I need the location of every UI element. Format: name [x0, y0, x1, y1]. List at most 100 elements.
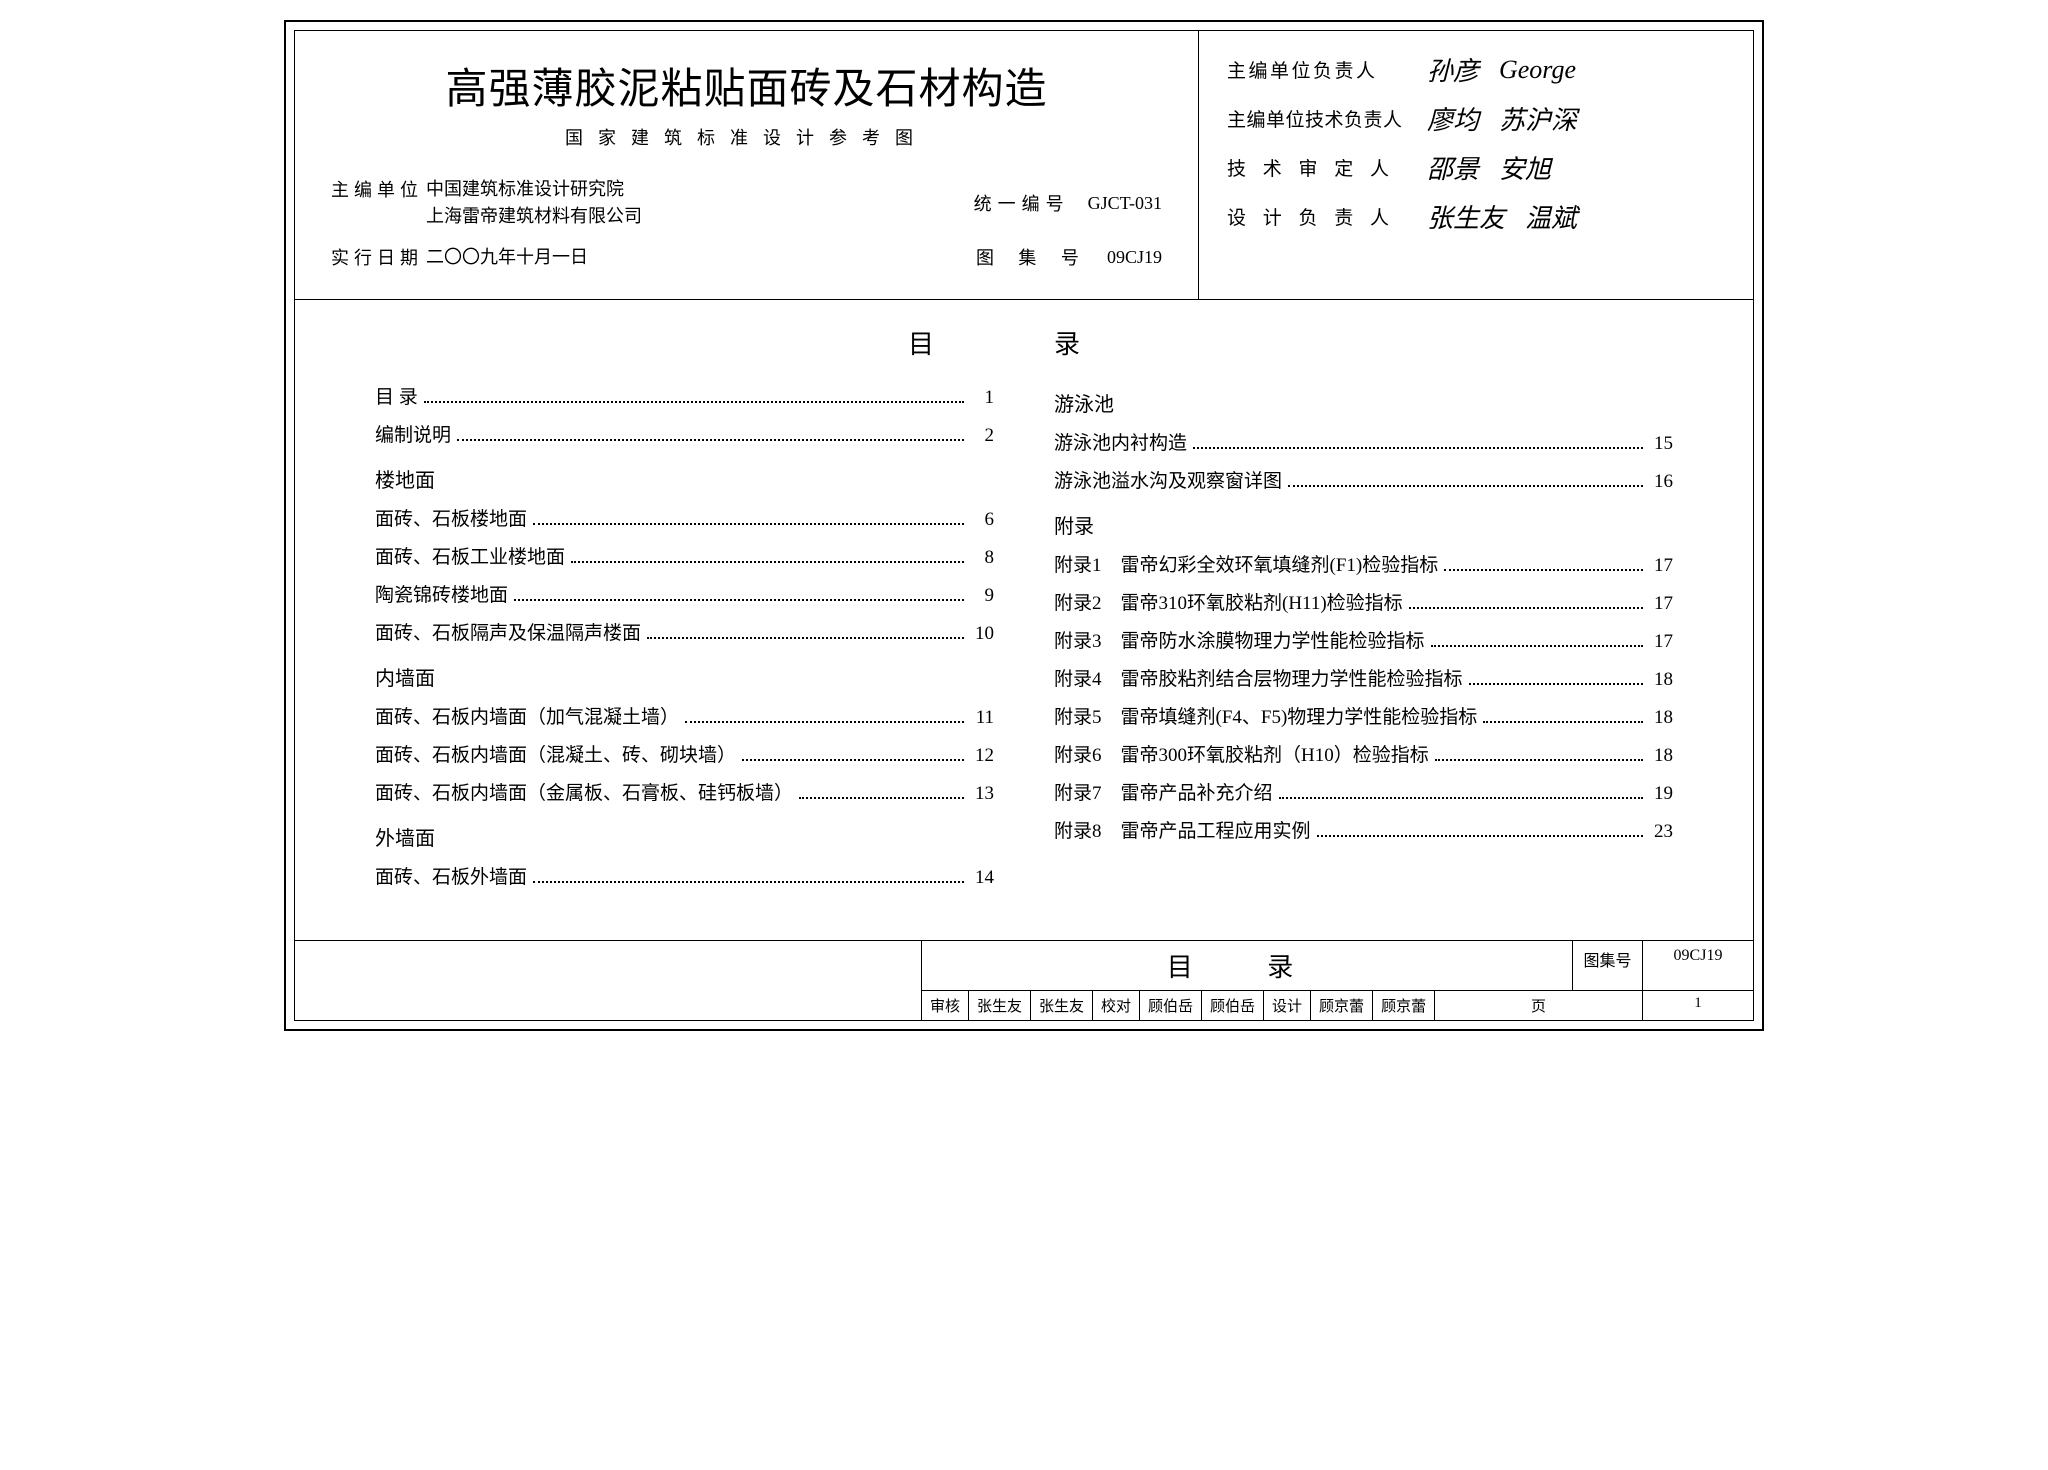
toc-dots [1483, 711, 1643, 723]
toc-entry: 面砖、石板内墙面（金属板、石膏板、硅钙板墙） 13 [375, 775, 994, 813]
org-value: 中国建筑标准设计研究院 上海雷帝建筑材料有限公司 [426, 176, 642, 230]
design-name: 顾京蕾 [1311, 991, 1373, 1020]
toc-right-col: 游泳池游泳池内衬构造15游泳池溢水沟及观察窗详图16附录附录1 雷帝幻彩全效环氧… [1054, 379, 1673, 897]
review-sign: 张生友 [1031, 991, 1093, 1020]
toc-entry-text: 面砖、石板内墙面（加气混凝土墙） [375, 699, 679, 737]
toc-entry: 编制说明 2 [375, 417, 994, 455]
sig-label-0: 主编单位负责人 [1227, 56, 1427, 83]
sig-label-2: 技 术 审 定 人 [1227, 154, 1427, 181]
toc-entry-page: 12 [970, 737, 994, 775]
toc-entry: 附录4 雷帝胶粘剂结合层物理力学性能检验指标18 [1054, 661, 1673, 699]
toc-entry: 游泳池内衬构造 15 [1054, 425, 1673, 463]
toc-entry-page: 9 [970, 577, 994, 615]
toc-entry-text: 游泳池溢水沟及观察窗详图 [1054, 463, 1282, 501]
toc-entry-text: 面砖、石板楼地面 [375, 501, 527, 539]
sig-2a: 邵景 [1427, 149, 1479, 186]
toc-dots [1317, 825, 1643, 837]
toc-entry: 附录2 雷帝310环氧胶粘剂(H11)检验指标17 [1054, 585, 1673, 623]
toc-entry-text: 编制说明 [375, 417, 451, 455]
doc-title: 高强薄胶泥粘贴面砖及石材构造 [331, 55, 1162, 116]
toc-dots [514, 589, 964, 601]
toc-dots [1444, 559, 1643, 571]
toc-entry: 面砖、石板内墙面（加气混凝土墙） 11 [375, 699, 994, 737]
toc-dots [533, 513, 964, 525]
doc-subtitle: 国家建筑标准设计参考图 [331, 124, 1162, 150]
toc-entry-page: 17 [1649, 623, 1673, 661]
toc-dots [1279, 787, 1643, 799]
toc-dots [799, 787, 964, 799]
sig-1a: 廖均 [1427, 100, 1479, 137]
toc-entry-page: 10 [970, 615, 994, 653]
toc-entry: 面砖、石板内墙面（混凝土、砖、砌块墙） 12 [375, 737, 994, 775]
toc-entry-text: 目 录 [375, 379, 418, 417]
date-label: 实行日期 [331, 244, 426, 270]
toc-dots [1409, 597, 1643, 609]
toc-entry-text: 附录6 雷帝300环氧胶粘剂（H10）检验指标 [1054, 737, 1429, 775]
toc-section: 外墙面 [375, 819, 994, 859]
toc-dots [571, 551, 964, 563]
toc-entry-page: 23 [1649, 813, 1673, 851]
toc-entry-page: 17 [1649, 547, 1673, 585]
toc-dots [1435, 749, 1643, 761]
toc-dots [533, 871, 964, 883]
toc-entry-text: 附录2 雷帝310环氧胶粘剂(H11)检验指标 [1054, 585, 1403, 623]
toc-entry: 面砖、石板工业楼地面 8 [375, 539, 994, 577]
footer-title: 目 录 [922, 941, 1573, 990]
org-label: 主编单位 [331, 176, 426, 202]
design-sign: 顾京蕾 [1373, 991, 1435, 1020]
toc-entry-page: 11 [970, 699, 994, 737]
toc-entry-text: 附录8 雷帝产品工程应用实例 [1054, 813, 1311, 851]
toc-dots [742, 749, 964, 761]
toc-dots [1431, 635, 1643, 647]
sig-0b: George [1499, 55, 1576, 85]
toc-dots [424, 391, 964, 403]
toc-entry-page: 8 [970, 539, 994, 577]
toc-block: 目录 目 录 1 编制说明 2 楼地面面砖、石板楼地面 6 面砖、石板工业楼地面 8陶瓷锦砖楼… [295, 300, 1753, 940]
toc-section: 内墙面 [375, 659, 994, 699]
toc-entry-text: 面砖、石板外墙面 [375, 859, 527, 897]
drawing-page: 高强薄胶泥粘贴面砖及石材构造 国家建筑标准设计参考图 主编单位 中国建筑标准设计… [284, 20, 1764, 1031]
toc-entry-page: 13 [970, 775, 994, 813]
toc-entry: 面砖、石板外墙面 14 [375, 859, 994, 897]
toc-entry-page: 15 [1649, 425, 1673, 463]
toc-entry: 目 录 1 [375, 379, 994, 417]
set-value: 09CJ19 [1107, 247, 1162, 268]
set-label: 图 集 号 [976, 244, 1089, 270]
toc-entry-page: 2 [970, 417, 994, 455]
toc-section: 游泳池 [1054, 385, 1673, 425]
design-label: 设计 [1264, 991, 1311, 1020]
toc-entry-page: 6 [970, 501, 994, 539]
toc-entry: 附录7 雷帝产品补充介绍19 [1054, 775, 1673, 813]
toc-entry-page: 18 [1649, 661, 1673, 699]
toc-section: 楼地面 [375, 461, 994, 501]
toc-dots [685, 711, 964, 723]
toc-entry-text: 面砖、石板内墙面（混凝土、砖、砌块墙） [375, 737, 736, 775]
toc-heading: 目录 [435, 324, 1673, 361]
toc-entry-text: 附录1 雷帝幻彩全效环氧填缝剂(F1)检验指标 [1054, 547, 1438, 585]
toc-entry-text: 游泳池内衬构造 [1054, 425, 1187, 463]
toc-entry: 附录5 雷帝填缝剂(F4、F5)物理力学性能检验指标18 [1054, 699, 1673, 737]
toc-entry: 附录6 雷帝300环氧胶粘剂（H10）检验指标 18 [1054, 737, 1673, 775]
toc-entry-text: 附录5 雷帝填缝剂(F4、F5)物理力学性能检验指标 [1054, 699, 1477, 737]
footer-set-label: 图集号 [1573, 941, 1643, 990]
toc-entry: 陶瓷锦砖楼地面9 [375, 577, 994, 615]
toc-entry-page: 1 [970, 379, 994, 417]
sig-3b: 温斌 [1525, 198, 1577, 235]
toc-entry-page: 19 [1649, 775, 1673, 813]
toc-entry-text: 面砖、石板隔声及保温隔声楼面 [375, 615, 641, 653]
review-name: 张生友 [969, 991, 1031, 1020]
header-block: 高强薄胶泥粘贴面砖及石材构造 国家建筑标准设计参考图 主编单位 中国建筑标准设计… [295, 31, 1753, 300]
toc-entry-page: 18 [1649, 737, 1673, 775]
sig-0a: 孙彦 [1427, 51, 1479, 88]
toc-entry-page: 14 [970, 859, 994, 897]
toc-dots [1193, 437, 1643, 449]
toc-dots [1469, 673, 1643, 685]
toc-section: 附录 [1054, 507, 1673, 547]
toc-entry-text: 面砖、石板内墙面（金属板、石膏板、硅钙板墙） [375, 775, 793, 813]
toc-dots [1288, 475, 1643, 487]
header-left: 高强薄胶泥粘贴面砖及石材构造 国家建筑标准设计参考图 主编单位 中国建筑标准设计… [295, 31, 1199, 299]
toc-entry: 附录8 雷帝产品工程应用实例 23 [1054, 813, 1673, 851]
footer-block: 目 录 图集号 09CJ19 审核 张生友 张生友 校对 顾伯岳 顾伯岳 设计 … [295, 940, 1753, 1020]
toc-entry-text: 面砖、石板工业楼地面 [375, 539, 565, 577]
check-sign: 顾伯岳 [1202, 991, 1264, 1020]
